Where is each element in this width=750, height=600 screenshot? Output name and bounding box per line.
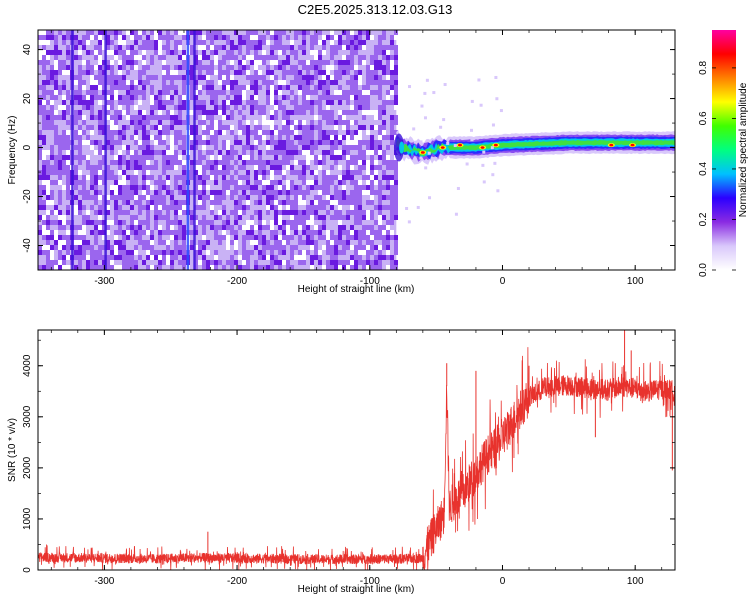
noise-dot bbox=[428, 196, 432, 200]
noise-dot bbox=[419, 156, 423, 160]
x-tick-label: -300 bbox=[94, 276, 114, 287]
y-tick-label: -40 bbox=[22, 238, 33, 253]
noise-dot bbox=[456, 186, 460, 190]
x-tick-label: -300 bbox=[94, 576, 114, 587]
noise-dot bbox=[495, 97, 499, 101]
noise-dot bbox=[420, 104, 424, 108]
noise-dot bbox=[470, 99, 474, 103]
x-tick-label: 0 bbox=[500, 576, 506, 587]
noise-dot bbox=[494, 75, 498, 79]
noise-dot bbox=[407, 220, 411, 224]
noise-speckle bbox=[38, 30, 398, 270]
noise-dot bbox=[446, 141, 450, 145]
signal-onset bbox=[393, 133, 404, 162]
noise-streak bbox=[193, 30, 196, 270]
snr-frame bbox=[37, 329, 676, 571]
noise-dot bbox=[453, 144, 457, 148]
noise-dot bbox=[443, 83, 447, 87]
colorbar-label: Normalized spectral amplitude bbox=[738, 82, 749, 217]
noise-dot bbox=[470, 138, 474, 142]
x-tick-label: -100 bbox=[360, 276, 380, 287]
spectrogram-y-label: Frequency (Hz) bbox=[7, 116, 18, 185]
snr-panel: -300 -200 -100 0 100 0 1000 2000 3000 4000 Heigh… bbox=[7, 329, 676, 595]
noise-dot bbox=[427, 151, 431, 155]
y-tick-label: 2000 bbox=[22, 456, 33, 479]
noise-dot bbox=[499, 109, 503, 113]
noise-dot bbox=[424, 166, 428, 170]
signal-peak-core bbox=[440, 146, 445, 149]
noise-dot bbox=[423, 91, 427, 95]
signal-band bbox=[393, 129, 675, 165]
noise-dot bbox=[481, 163, 485, 167]
noise-dot bbox=[439, 125, 443, 129]
noise-dot bbox=[482, 180, 486, 184]
x-tick-label: -200 bbox=[227, 576, 247, 587]
noise-dot bbox=[423, 116, 427, 120]
noise-streak bbox=[186, 30, 190, 270]
noise-dot bbox=[432, 91, 436, 95]
snr-y-label: SNR (10 * v/v) bbox=[7, 418, 18, 482]
colorbar-tick-label: 0.6 bbox=[698, 111, 709, 125]
noise-dot bbox=[496, 189, 500, 193]
colorbar: 0.0 0.2 0.4 0.6 0.8 Normalized spectral ampl… bbox=[698, 30, 749, 277]
noise-dot bbox=[425, 78, 429, 82]
colorbar-tick-label: 0.2 bbox=[698, 212, 709, 226]
spectrogram-frame bbox=[37, 29, 676, 271]
signal-onset-core bbox=[399, 141, 405, 154]
page-title: C2E5.2025.313.12.03.G13 bbox=[297, 2, 453, 17]
noise-dot bbox=[491, 123, 495, 127]
y-tick-label: -20 bbox=[22, 189, 33, 204]
colorbar-gradient bbox=[712, 30, 736, 270]
noise-dot bbox=[490, 146, 494, 150]
noise-dot bbox=[405, 206, 409, 210]
noise-dot bbox=[470, 128, 474, 132]
spectrogram-x-label: Height of straight line (km) bbox=[298, 284, 415, 295]
noise-streak bbox=[71, 30, 74, 270]
y-tick-label: 0 bbox=[22, 567, 33, 573]
noise-dot bbox=[491, 173, 495, 177]
noise-dot bbox=[465, 162, 469, 166]
noise-dot bbox=[408, 85, 412, 89]
signal-band-layer bbox=[396, 137, 675, 157]
x-tick-label: 0 bbox=[500, 276, 506, 287]
noise-dot bbox=[413, 140, 417, 144]
colorbar-tick-label: 0.8 bbox=[698, 61, 709, 75]
x-tick-label: 100 bbox=[627, 576, 644, 587]
noise-streak bbox=[104, 30, 107, 270]
y-tick-label: 40 bbox=[22, 44, 33, 56]
signal-peak-core bbox=[480, 146, 485, 149]
y-tick-label: 4000 bbox=[22, 354, 33, 377]
noise-dot bbox=[477, 78, 481, 82]
snr-series-line bbox=[38, 347, 675, 570]
y-tick-label: 0 bbox=[22, 144, 33, 150]
y-tick-label: 1000 bbox=[22, 507, 33, 530]
noise-dot bbox=[482, 150, 486, 154]
signal-peak-core bbox=[630, 143, 635, 147]
noise-dot bbox=[479, 103, 483, 107]
signal-peak-core bbox=[493, 143, 498, 147]
noise-dot bbox=[442, 118, 446, 122]
y-tick-label: 3000 bbox=[22, 405, 33, 428]
x-tick-label: -100 bbox=[360, 576, 380, 587]
noise-dot bbox=[419, 140, 423, 144]
y-tick-label: 20 bbox=[22, 93, 33, 105]
x-tick-label: 100 bbox=[627, 276, 644, 287]
signal-peak-core bbox=[609, 143, 614, 147]
noise-dot bbox=[493, 161, 497, 165]
noise-dot bbox=[416, 205, 420, 209]
noise-dot bbox=[454, 212, 458, 216]
snr-x-label: Height of straight line (km) bbox=[298, 584, 415, 595]
noise-dot bbox=[412, 127, 416, 131]
x-tick-label: -200 bbox=[227, 276, 247, 287]
colorbar-tick-label: 0.4 bbox=[698, 162, 709, 176]
signal-peak-core bbox=[458, 143, 463, 147]
signal-peak-core bbox=[420, 151, 425, 154]
colorbar-tick-label: 0.0 bbox=[698, 263, 709, 277]
